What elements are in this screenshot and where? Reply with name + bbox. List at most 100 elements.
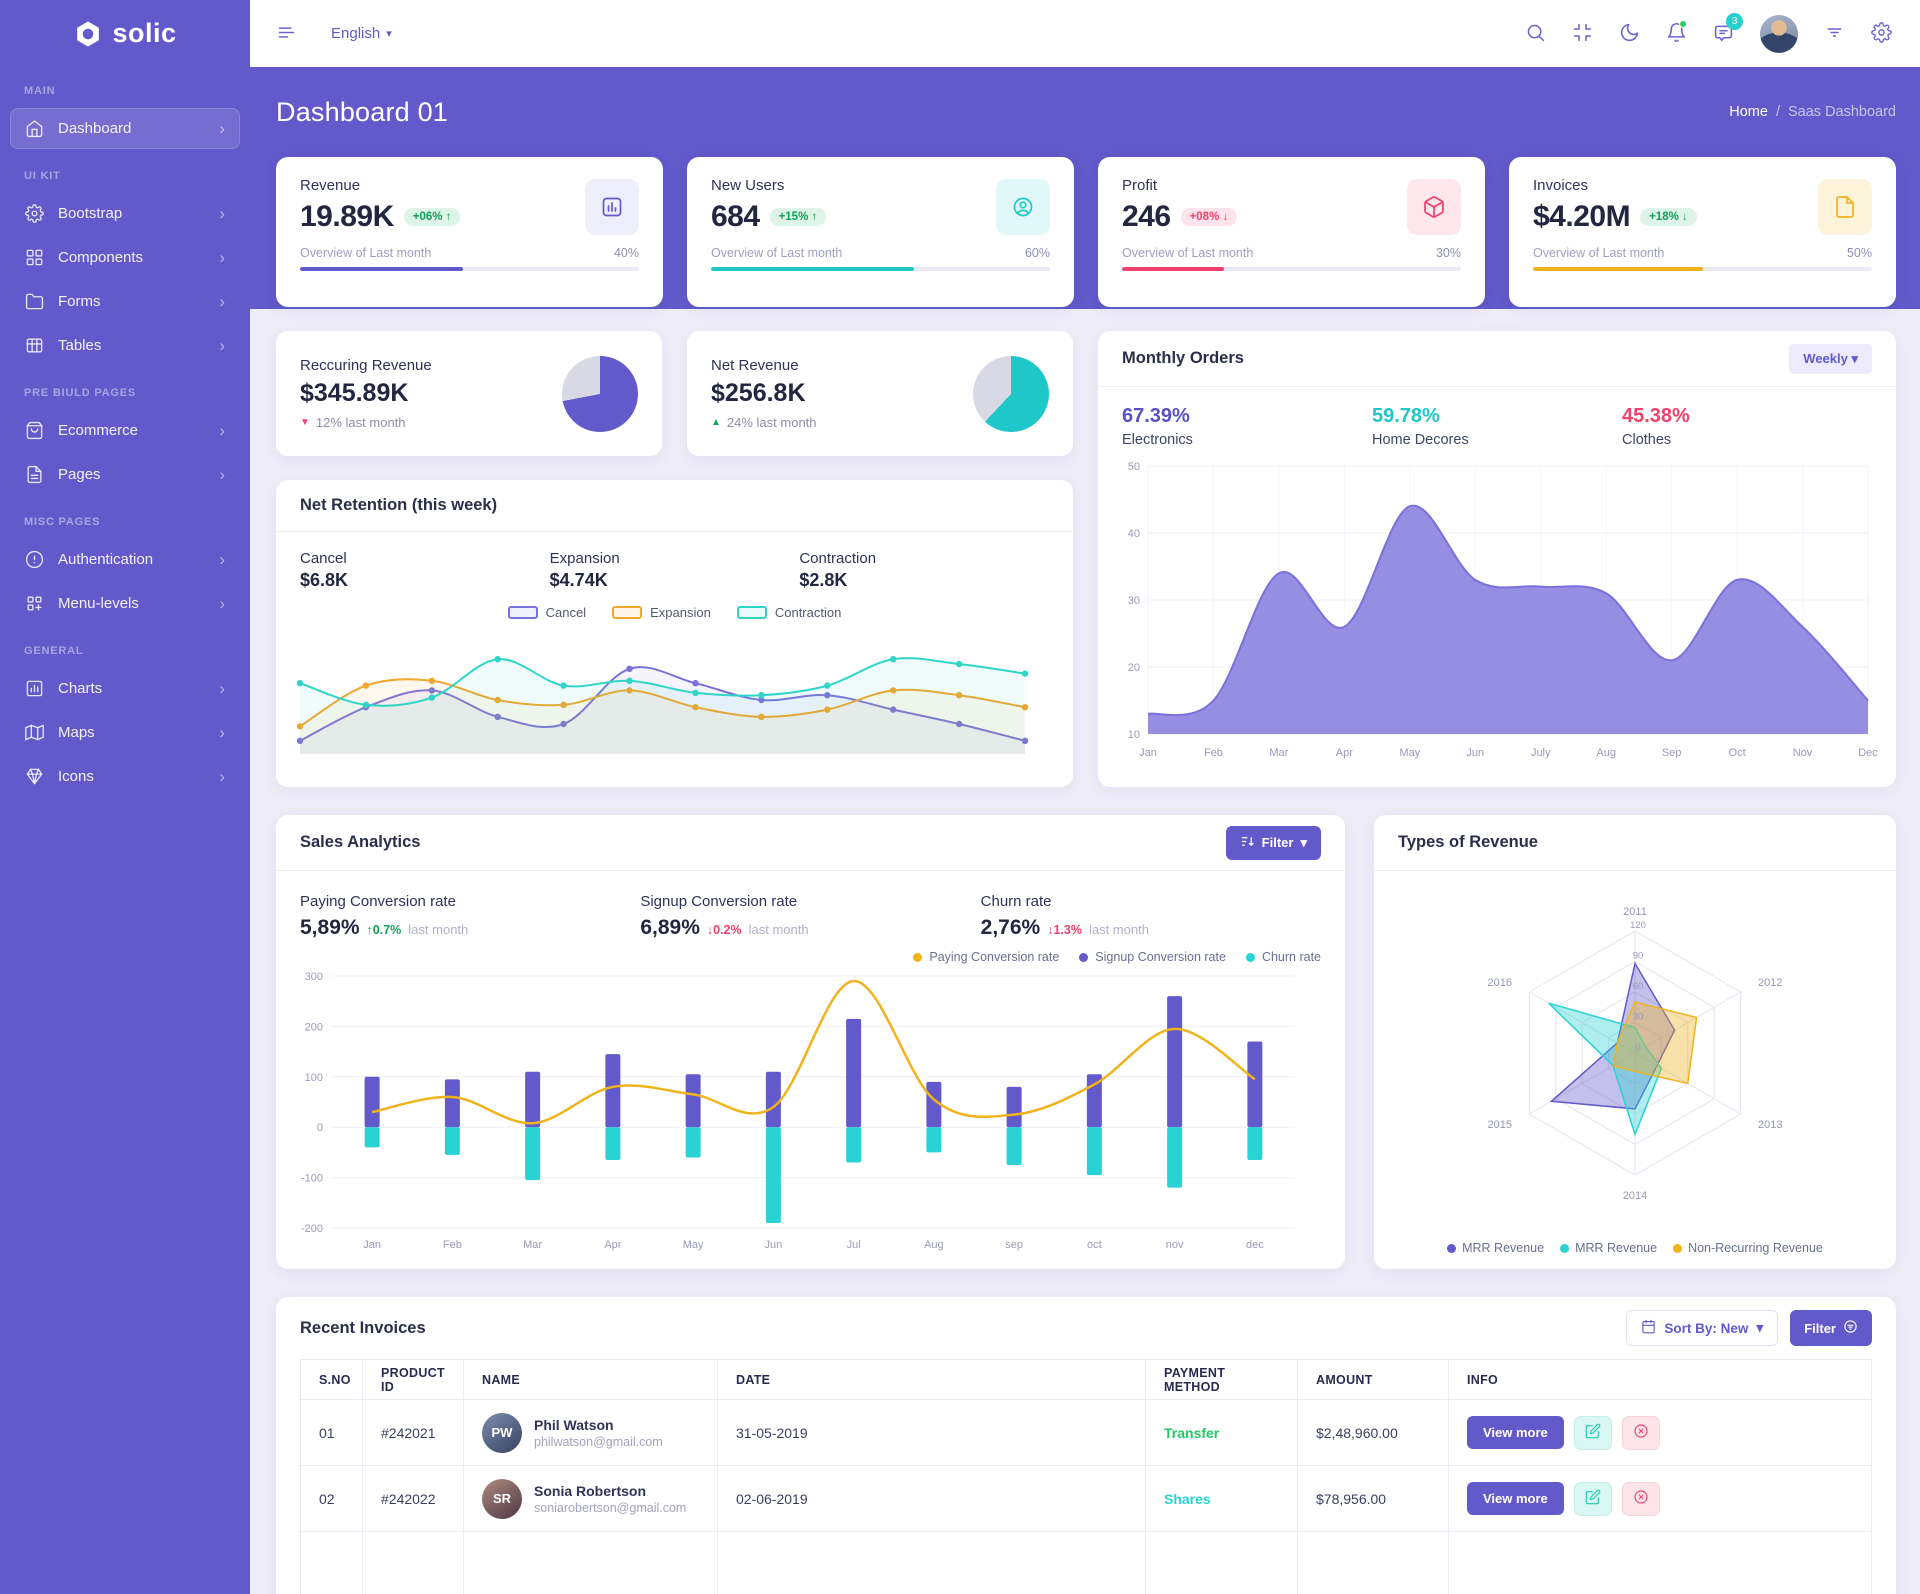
messages-badge: 3 xyxy=(1726,12,1743,30)
grid-icon xyxy=(25,248,44,267)
gem-icon xyxy=(25,767,44,786)
sidebar-item-tables[interactable]: Tables › xyxy=(10,325,240,366)
edit-button[interactable] xyxy=(1573,1481,1612,1516)
svg-text:Feb: Feb xyxy=(443,1239,462,1251)
filter-circle-icon xyxy=(1843,1319,1858,1337)
svg-text:2013: 2013 xyxy=(1758,1119,1782,1131)
table-icon xyxy=(25,336,44,355)
pie-chart xyxy=(562,355,638,432)
sort-icon xyxy=(1240,834,1255,852)
stat-overview-label: Overview of Last month xyxy=(1533,246,1665,260)
svg-text:dec: dec xyxy=(1246,1239,1264,1251)
svg-text:40: 40 xyxy=(1128,528,1140,540)
sidebar-item-label: Authentication xyxy=(58,551,154,568)
svg-text:10: 10 xyxy=(1128,729,1140,741)
filter-menu-button[interactable] xyxy=(1824,22,1845,46)
sidebar-item-components[interactable]: Components › xyxy=(10,237,240,278)
monthly-orders-stat-electronics: 67.39% Electronics xyxy=(1122,405,1193,448)
settings-button[interactable] xyxy=(1871,21,1892,46)
sidebar-item-label: Charts xyxy=(58,680,103,697)
breadcrumb-home[interactable]: Home xyxy=(1729,104,1768,120)
svg-text:Nov: Nov xyxy=(1793,747,1813,759)
edit-icon xyxy=(1585,1489,1601,1508)
svg-text:Jul: Jul xyxy=(847,1239,861,1251)
sidebar-item-ecommerce[interactable]: Ecommerce › xyxy=(10,410,240,451)
sidebar-item-dashboard[interactable]: Dashboard › xyxy=(10,108,240,149)
recent-invoices-title: Recent Invoices xyxy=(300,1318,426,1337)
sidebar-item-bootstrap[interactable]: Bootstrap › xyxy=(10,193,240,234)
bell-icon xyxy=(1666,22,1687,46)
svg-text:90: 90 xyxy=(1633,951,1644,962)
svg-text:Feb: Feb xyxy=(1204,747,1223,759)
revenue-card-value: $345.89K xyxy=(300,379,409,407)
file-text-icon xyxy=(25,465,44,484)
stat-progress-bar xyxy=(300,267,639,271)
user-avatar[interactable] xyxy=(1760,14,1798,53)
language-selector[interactable]: English ▾ xyxy=(331,25,392,42)
column-header-name: NAME xyxy=(463,1359,718,1400)
sales-stat-churn-rate: Churn rate 2,76% ↓1.3% last month xyxy=(980,893,1149,939)
stat-percent: 40% xyxy=(613,246,639,260)
page-title: Dashboard 01 xyxy=(276,96,449,127)
sales-stat-paying-conversion-rate: Paying Conversion rate 5,89% ↑0.7% last mon… xyxy=(300,893,469,939)
sidebar-item-maps[interactable]: Maps › xyxy=(10,712,240,753)
sidebar-section-label: GENERAL xyxy=(24,645,84,657)
stat-badge: +08% ↓ xyxy=(1180,208,1238,226)
sales-filter-button[interactable]: Filter ▾ xyxy=(1225,825,1321,860)
calendar-icon xyxy=(1641,1319,1656,1337)
monthly-orders-title: Monthly Orders xyxy=(1122,349,1244,367)
column-header-s-no: S.NO xyxy=(300,1359,363,1400)
chevron-right-icon: › xyxy=(219,336,225,355)
svg-text:oct: oct xyxy=(1087,1239,1102,1251)
menu-levels-icon xyxy=(25,594,44,613)
stat-card-invoices: Invoices $4.20M +18% ↓ Overview of Last mon… xyxy=(1509,157,1896,307)
cell-sno: 01 xyxy=(300,1399,363,1466)
fullscreen-button[interactable] xyxy=(1572,22,1593,46)
svg-text:60: 60 xyxy=(1633,981,1644,992)
sort-by-button[interactable]: Sort By: New ▾ xyxy=(1626,1310,1779,1346)
sidebar-item-menu-levels[interactable]: Menu-levels › xyxy=(10,583,240,624)
avatar: PW xyxy=(482,1412,522,1453)
theme-toggle-button[interactable] xyxy=(1619,22,1640,46)
types-of-revenue-card: Types of Revenue 0 30 60 90 120 2011 2012 2013 2… xyxy=(1374,815,1896,1269)
sidebar: solic MAIN Dashboard › UI KIT Bootstrap › Comp… xyxy=(0,0,250,1594)
legend-item-mrr-revenue-0: MRR Revenue xyxy=(1447,1241,1544,1255)
view-more-button[interactable]: View more xyxy=(1467,1482,1564,1515)
cell-payment-method: Transfer xyxy=(1164,1424,1220,1441)
svg-text:May: May xyxy=(1399,747,1420,759)
invoices-filter-button[interactable]: Filter xyxy=(1790,1310,1872,1346)
chevron-right-icon: › xyxy=(219,465,225,484)
messages-button[interactable]: 3 xyxy=(1713,12,1743,46)
legend-item-cancel: Cancel xyxy=(507,605,586,620)
svg-text:May: May xyxy=(683,1239,704,1251)
sidebar-item-label: Ecommerce xyxy=(58,422,139,439)
notifications-button[interactable] xyxy=(1666,19,1687,46)
chevron-down-icon: ▾ xyxy=(386,28,392,40)
edit-button[interactable] xyxy=(1573,1415,1612,1450)
net-retention-legend: Cancel Expansion Contraction xyxy=(276,605,1073,620)
sidebar-item-icons[interactable]: Icons › xyxy=(10,756,240,797)
menu-toggle-button[interactable] xyxy=(276,22,297,46)
sidebar-item-forms[interactable]: Forms › xyxy=(10,281,240,322)
stat-value: 684 xyxy=(711,200,760,233)
view-more-button[interactable]: View more xyxy=(1467,1416,1564,1449)
search-button[interactable] xyxy=(1525,22,1546,46)
sidebar-item-pages[interactable]: Pages › xyxy=(10,454,240,495)
weekly-dropdown[interactable]: Weekly ▾ xyxy=(1789,343,1872,374)
svg-text:20: 20 xyxy=(1128,662,1140,674)
cancel-button[interactable] xyxy=(1621,1481,1660,1516)
stat-progress-bar xyxy=(1533,267,1872,271)
brand[interactable]: solic xyxy=(0,0,250,67)
stat-value: 19.89K xyxy=(300,200,394,233)
legend-swatch xyxy=(612,606,643,619)
svg-text:-200: -200 xyxy=(301,1223,323,1235)
brand-name: solic xyxy=(112,18,177,48)
sidebar-item-charts[interactable]: Charts › xyxy=(10,668,240,709)
cancel-button[interactable] xyxy=(1621,1415,1660,1450)
svg-text:2012: 2012 xyxy=(1758,977,1782,989)
x-circle-icon xyxy=(1633,1489,1649,1508)
sidebar-item-authentication[interactable]: Authentication › xyxy=(10,539,240,580)
cell-amount: $2,48,960.00 xyxy=(1297,1399,1449,1466)
svg-text:2011: 2011 xyxy=(1623,906,1647,918)
legend-item-churn-rate: Churn rate xyxy=(1245,950,1321,964)
